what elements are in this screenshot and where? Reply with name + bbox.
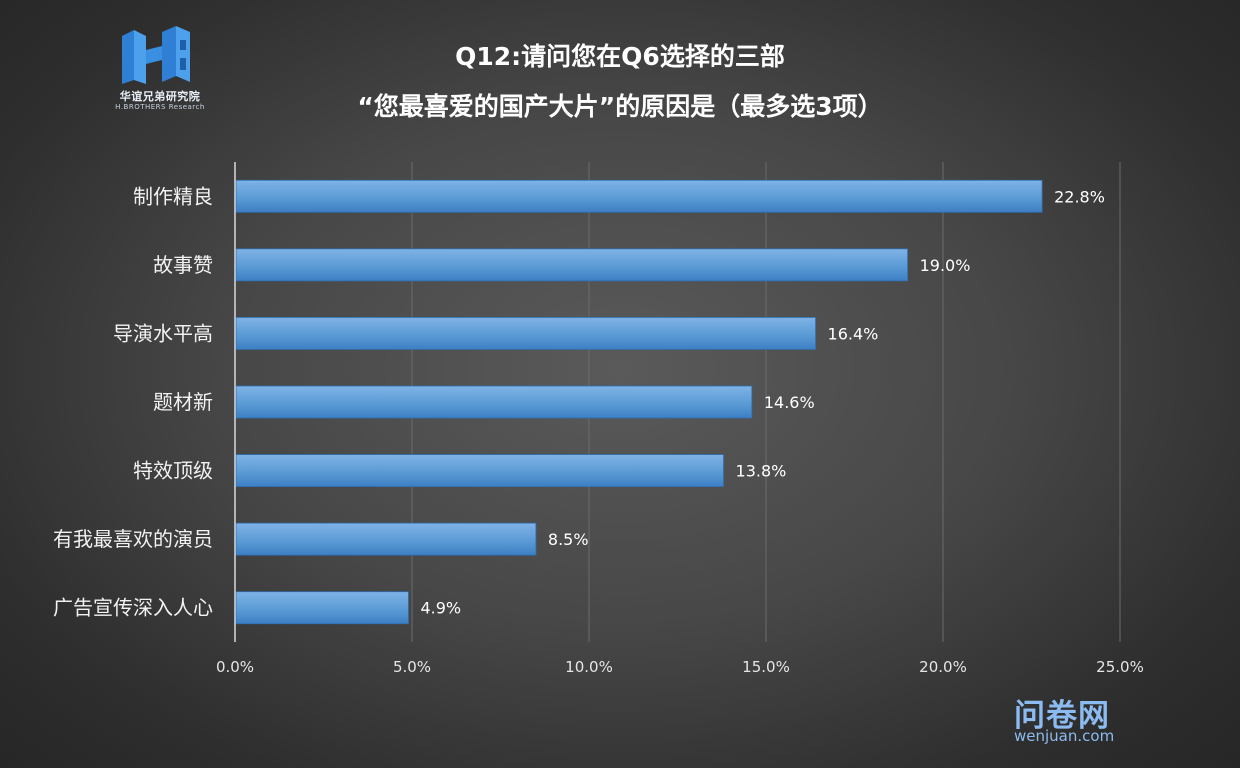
labels: 0.0% 5.0% 10.0% 15.0% 20.0% 25.0% 制作精良 22.8% 故事赞… [53,184,1144,676]
data-label: 13.8% [736,462,787,481]
category-label: 故事赞 [153,253,213,277]
bar [235,522,537,556]
watermark-english-text: wenjuan.com [1014,727,1115,745]
category-label: 导演水平高 [113,321,213,345]
bar [235,454,724,487]
category-label: 有我最喜欢的演员 [53,527,213,551]
watermark-chinese-text: 问卷网 [1014,698,1110,734]
data-label: 19.0% [920,256,971,275]
chart-title: Q12:请问您在Q6选择的三部 “您最喜爱的国产大片”的原因是（最多选3项） [240,32,1000,132]
bar [235,248,908,282]
chart-title-line-2: “您最喜爱的国产大片”的原因是（最多选3项） [357,92,883,121]
data-label: 16.4% [828,324,879,343]
bar [235,591,409,625]
category-label: 制作精良 [133,184,213,208]
wenjuan-watermark: 问卷网 wenjuan.com [1000,690,1150,750]
data-label: 14.6% [764,393,815,412]
logo: 华谊兄弟研究院 H.BROTHERS Research [110,22,210,117]
x-tick-label: 15.0% [742,658,790,676]
x-tick-label: 10.0% [565,658,613,676]
bar [235,385,753,419]
x-tick-label: 5.0% [393,658,431,676]
data-label: 4.9% [420,599,461,618]
bars [235,179,1043,625]
logo-english-text: H.BROTHERS Research [115,103,205,111]
data-label: 8.5% [548,530,589,549]
x-tick-label: 0.0% [216,658,254,676]
h-brothers-logo-icon [122,26,190,84]
data-label: 22.8% [1054,187,1105,206]
category-label: 特效顶级 [133,459,213,483]
bar [235,179,1043,213]
x-tick-label: 25.0% [1096,658,1144,676]
logo-chinese-text: 华谊兄弟研究院 [119,90,201,103]
category-label: 题材新 [153,390,213,414]
x-tick-label: 20.0% [919,658,967,676]
bar [235,317,816,350]
category-label: 广告宣传深入人心 [53,596,213,620]
chart-title-line-1: Q12:请问您在Q6选择的三部 [455,42,785,71]
